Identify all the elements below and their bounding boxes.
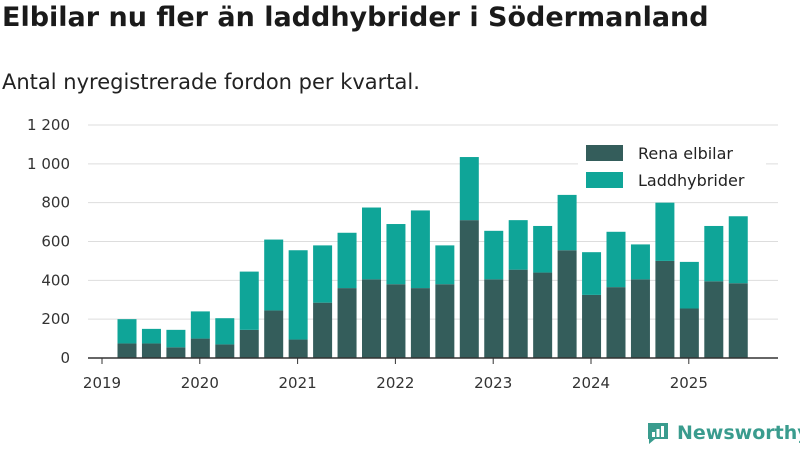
bar-laddhybrider — [459, 157, 479, 221]
bar-rena-elbilar — [117, 343, 137, 358]
bar-laddhybrider — [166, 329, 186, 348]
bar-laddhybrider — [582, 252, 602, 295]
bar-rena-elbilar — [606, 287, 626, 358]
bar-laddhybrider — [435, 245, 455, 285]
bar-rena-elbilar — [288, 339, 308, 358]
bar-laddhybrider — [728, 216, 748, 284]
legend-swatch — [586, 172, 623, 188]
bar-laddhybrider — [410, 210, 430, 289]
bar-laddhybrider — [508, 220, 528, 270]
y-tick-label: 0 — [60, 349, 70, 367]
legend-swatch — [586, 145, 623, 161]
bar-laddhybrider — [655, 202, 675, 261]
y-tick-label: 1 200 — [27, 116, 70, 134]
bar-rena-elbilar — [655, 260, 675, 358]
bar-rena-elbilar — [484, 279, 504, 358]
newsworthy-logo-icon — [648, 423, 668, 444]
bar-rena-elbilar — [190, 338, 210, 358]
bar-laddhybrider — [141, 328, 161, 344]
legend-label: Rena elbilar — [638, 144, 733, 163]
axes: 0 200 400 600 800 1 000 1 200 2019 2020 2021 2022 2… — [27, 116, 778, 392]
bar-rena-elbilar — [362, 279, 381, 358]
bar-rena-elbilar — [386, 284, 406, 358]
legend: Rena elbilar Laddhybrider — [578, 137, 766, 197]
bar-rena-elbilar — [508, 269, 528, 358]
x-tick-label: 2024 — [572, 374, 610, 392]
y-tick-label: 800 — [41, 194, 70, 212]
chart-title: Elbilar nu fler än laddhybrider i Söderm… — [2, 2, 709, 33]
y-tick-label: 600 — [41, 233, 70, 251]
bar-laddhybrider — [337, 232, 357, 289]
bar-rena-elbilar — [239, 329, 259, 358]
bar-rena-elbilar — [582, 294, 602, 358]
bar-rena-elbilar — [533, 272, 553, 358]
legend-label: Laddhybrider — [638, 171, 745, 190]
x-tick-label: 2021 — [279, 374, 317, 392]
bar-rena-elbilar — [313, 302, 333, 358]
y-tick-label: 400 — [41, 271, 70, 289]
y-tick-label: 200 — [41, 310, 70, 328]
y-tick-label: 1 000 — [27, 155, 70, 173]
brand-name: Newsworthy — [677, 422, 800, 444]
bar-laddhybrider — [190, 311, 210, 339]
bar-laddhybrider — [362, 207, 381, 280]
bar-laddhybrider — [630, 244, 650, 280]
bar-laddhybrider — [606, 231, 626, 288]
bar-laddhybrider — [313, 245, 333, 303]
brand-logo: Newsworthy — [645, 420, 800, 446]
x-tick-label: 2025 — [670, 374, 708, 392]
bar-laddhybrider — [484, 230, 504, 280]
bar-laddhybrider — [239, 271, 259, 330]
bar-laddhybrider — [533, 225, 553, 273]
bar-laddhybrider — [215, 318, 235, 345]
bar-rena-elbilar — [337, 288, 357, 358]
bar-rena-elbilar — [557, 250, 577, 358]
bar-rena-elbilar — [435, 284, 455, 358]
bar-rena-elbilar — [410, 288, 430, 358]
bar-laddhybrider — [557, 194, 577, 251]
bar-laddhybrider — [117, 319, 137, 344]
bar-rena-elbilar — [264, 310, 284, 358]
bar-rena-elbilar — [728, 283, 748, 358]
x-tick-label: 2020 — [181, 374, 219, 392]
x-tick-label: 2022 — [376, 374, 414, 392]
bar-laddhybrider — [386, 224, 406, 285]
bar-rena-elbilar — [679, 308, 699, 358]
bar-laddhybrider — [704, 225, 724, 282]
bar-rena-elbilar — [166, 347, 186, 358]
bar-rena-elbilar — [704, 281, 724, 358]
x-tick-label: 2023 — [474, 374, 512, 392]
bar-rena-elbilar — [459, 220, 479, 358]
bar-laddhybrider — [264, 239, 284, 311]
bar-rena-elbilar — [215, 344, 235, 358]
chart-subtitle: Antal nyregistrerade fordon per kvartal. — [2, 70, 420, 94]
bar-laddhybrider — [288, 250, 308, 340]
bars — [117, 157, 748, 358]
bar-rena-elbilar — [141, 343, 161, 358]
bar-rena-elbilar — [630, 279, 650, 358]
bar-laddhybrider — [679, 261, 699, 309]
x-tick-label: 2019 — [83, 374, 121, 392]
